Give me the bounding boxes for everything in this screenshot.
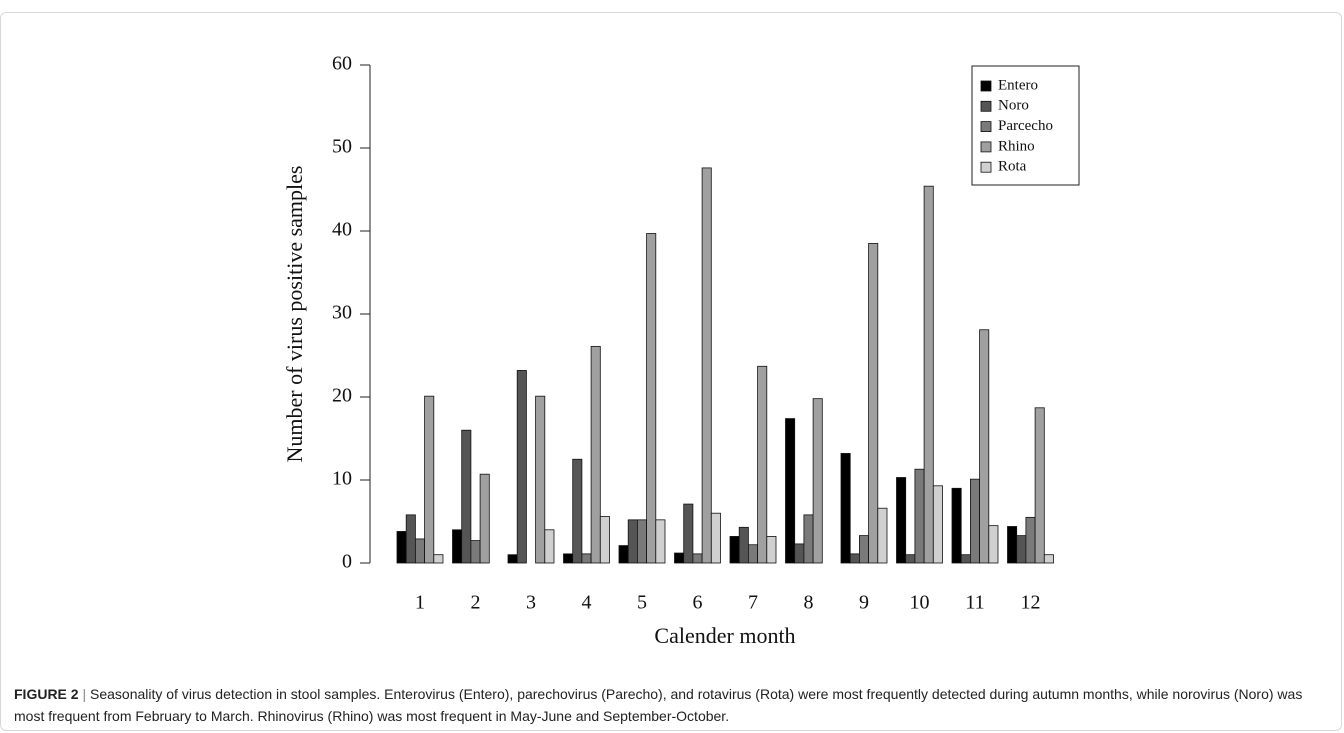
- y-tick-label: 30: [332, 302, 352, 324]
- y-tick-label: 50: [332, 136, 352, 158]
- bar: [637, 519, 648, 564]
- y-tick-label: 20: [332, 385, 352, 407]
- bar: [960, 554, 971, 564]
- legend-swatch: [980, 80, 992, 92]
- bar: [701, 167, 712, 564]
- chart: Number of virus positive samples Calende…: [282, 53, 1080, 648]
- bar: [748, 544, 759, 564]
- x-tick-label: 11: [965, 592, 984, 614]
- bar: [433, 554, 444, 564]
- x-tick-label: 1: [415, 592, 425, 614]
- bar: [849, 553, 860, 564]
- caption-separator: |: [82, 686, 87, 702]
- x-axis-title: Calender month: [654, 623, 795, 648]
- bar: [785, 418, 796, 564]
- bar: [812, 398, 823, 564]
- x-tick-label: 10: [910, 592, 930, 614]
- x-tick-label: 12: [1021, 592, 1041, 614]
- bar: [599, 516, 610, 564]
- x-tick-label: 7: [748, 592, 758, 614]
- bar: [572, 458, 583, 564]
- bar: [905, 554, 916, 564]
- bar: [479, 473, 490, 564]
- bar: [470, 540, 481, 564]
- bar: [424, 395, 435, 564]
- caption-label: FIGURE 2: [14, 686, 79, 702]
- legend-swatch: [980, 100, 992, 112]
- bar: [757, 365, 768, 564]
- bar: [859, 535, 870, 564]
- bar: [923, 185, 934, 564]
- legend-label: Rota: [998, 159, 1027, 175]
- bar: [979, 329, 990, 564]
- bar: [1016, 535, 1027, 564]
- bar: [692, 553, 703, 564]
- bar: [516, 370, 527, 564]
- bar: [1043, 554, 1054, 564]
- y-axis-title: Number of virus positive samples: [282, 166, 307, 463]
- bar: [414, 538, 425, 564]
- legend-label: Noro: [998, 98, 1029, 114]
- caption: FIGURE 2 | Seasonality of virus detectio…: [14, 683, 1334, 727]
- y-tick-label: 0: [342, 551, 352, 573]
- bar: [738, 526, 749, 564]
- bar: [618, 545, 629, 564]
- bar: [563, 553, 574, 564]
- x-tick-label: 5: [637, 592, 647, 614]
- bar: [452, 529, 463, 564]
- bar: [581, 553, 592, 564]
- legend-swatch: [980, 141, 992, 153]
- figure-frame: [0, 12, 1342, 731]
- bar: [710, 512, 721, 564]
- x-tick-label: 8: [804, 592, 814, 614]
- y-tick-label: 10: [332, 468, 352, 490]
- bar: [988, 525, 999, 564]
- x-tick-label: 4: [582, 592, 592, 614]
- bar: [674, 552, 685, 564]
- bar: [1034, 407, 1045, 564]
- bar: [877, 507, 888, 564]
- bar: [868, 243, 879, 564]
- legend-label: Parcecho: [998, 118, 1053, 134]
- bar: [405, 514, 416, 564]
- y-tick-label: 40: [332, 219, 352, 241]
- bar: [535, 395, 546, 564]
- bar: [729, 536, 740, 564]
- bar: [951, 487, 962, 564]
- bar: [627, 519, 638, 564]
- legend-swatch: [980, 161, 992, 173]
- x-tick-label: 9: [859, 592, 869, 614]
- bar: [1025, 516, 1036, 564]
- bar: [646, 233, 657, 564]
- bar: [803, 514, 814, 564]
- y-tick-label: 60: [332, 53, 352, 75]
- bar: [683, 503, 694, 564]
- bar: [544, 529, 555, 564]
- bar: [590, 345, 601, 564]
- bar: [766, 536, 777, 564]
- x-tick-label: 6: [693, 592, 703, 614]
- bar: [1007, 526, 1018, 564]
- caption-text: Seasonality of virus detection in stool …: [14, 686, 1303, 724]
- bar: [896, 477, 907, 564]
- legend-label: Entero: [998, 77, 1038, 93]
- bar: [461, 429, 472, 564]
- legend-label: Rhino: [998, 138, 1035, 154]
- bar: [914, 468, 925, 564]
- bar: [507, 554, 518, 564]
- bar: [396, 531, 407, 564]
- x-tick-label: 3: [526, 592, 536, 614]
- bar: [794, 543, 805, 564]
- bar: [932, 485, 943, 564]
- bar: [840, 453, 851, 564]
- bar: [970, 478, 981, 564]
- bar: [655, 519, 666, 564]
- x-tick-label: 2: [471, 592, 481, 614]
- legend-swatch: [980, 121, 992, 132]
